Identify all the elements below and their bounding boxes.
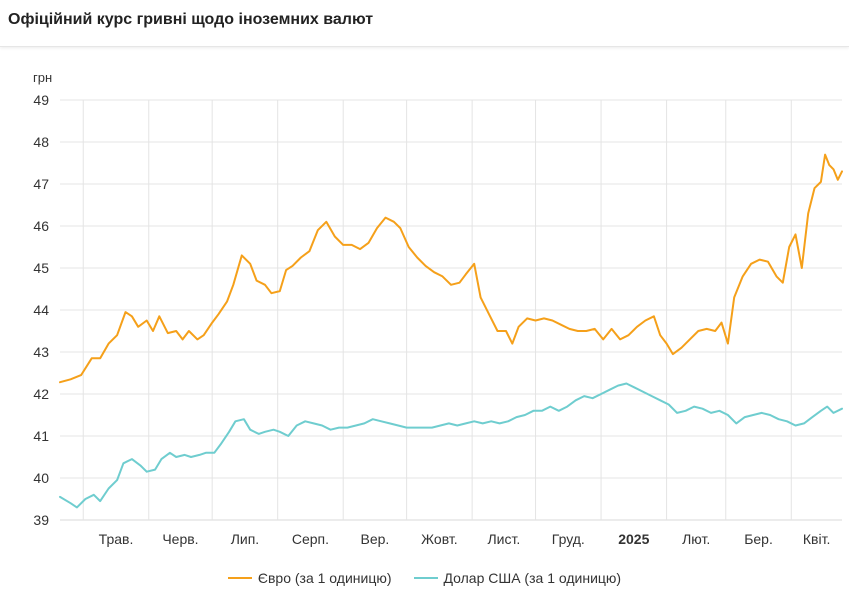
x-tick-label: Бер.	[744, 531, 773, 547]
legend-item-usd[interactable]: Долар США (за 1 одиницю)	[413, 570, 622, 586]
y-tick-label: 40	[33, 470, 49, 486]
chart-legend: Євро (за 1 одиницю) Долар США (за 1 один…	[0, 566, 849, 590]
line-chart: грн 39 40 41 42 43 44 45 46 47 48 49 Трав. Черв. Лип. С…	[33, 70, 843, 547]
y-tick-label: 46	[33, 218, 49, 234]
x-tick-label: Жовт.	[421, 531, 457, 547]
x-tick-label: Черв.	[162, 531, 198, 547]
y-tick-label: 47	[33, 176, 49, 192]
x-tick-label: Квіт.	[803, 531, 830, 547]
series-line-euro	[59, 153, 843, 384]
page-title: Офіційний курс гривні щодо іноземних вал…	[8, 11, 374, 28]
y-axis-unit-label: грн	[33, 70, 52, 85]
y-tick-label: 49	[33, 92, 49, 108]
legend-swatch-euro	[227, 577, 252, 579]
x-tick-label: Серп.	[292, 531, 329, 547]
series-line-usd	[59, 382, 843, 509]
x-tick-label: Лип.	[231, 531, 259, 547]
y-tick-label: 42	[33, 386, 49, 402]
x-tick-label: Трав.	[99, 531, 134, 547]
chart-header: Офіційний курс гривні щодо іноземних вал…	[0, 0, 849, 47]
legend-swatch-usd	[413, 577, 438, 579]
y-tick-label: 44	[33, 302, 49, 318]
x-tick-label: Вер.	[361, 531, 390, 547]
y-tick-label: 45	[33, 260, 49, 276]
y-tick-label: 39	[33, 512, 49, 528]
y-tick-label: 41	[33, 428, 49, 444]
legend-label-euro: Євро (за 1 одиницю)	[257, 570, 392, 586]
x-tick-label: 2025	[618, 531, 649, 547]
x-tick-label: Груд.	[552, 531, 585, 547]
legend-label-usd: Долар США (за 1 одиницю)	[443, 570, 622, 586]
y-tick-label: 43	[33, 344, 49, 360]
x-tick-label: Лют.	[682, 531, 710, 547]
legend-item-euro[interactable]: Євро (за 1 одиницю)	[227, 570, 392, 586]
y-tick-label: 48	[33, 134, 49, 150]
x-tick-label: Лист.	[487, 531, 520, 547]
